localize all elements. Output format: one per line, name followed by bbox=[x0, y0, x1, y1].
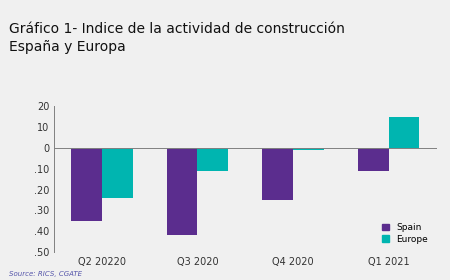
Bar bbox=[293, 148, 324, 150]
Legend: Spain, Europe: Spain, Europe bbox=[378, 220, 432, 248]
Bar bbox=[358, 148, 388, 171]
Bar bbox=[198, 148, 228, 171]
Bar bbox=[72, 148, 102, 221]
Bar bbox=[262, 148, 293, 200]
Text: Source: RICS, CGATE: Source: RICS, CGATE bbox=[9, 271, 82, 277]
Bar bbox=[388, 117, 419, 148]
Bar bbox=[167, 148, 198, 235]
Bar bbox=[102, 148, 133, 198]
Text: Gráfico 1- Indice de la actividad de construcción
España y Europa: Gráfico 1- Indice de la actividad de con… bbox=[9, 22, 345, 54]
